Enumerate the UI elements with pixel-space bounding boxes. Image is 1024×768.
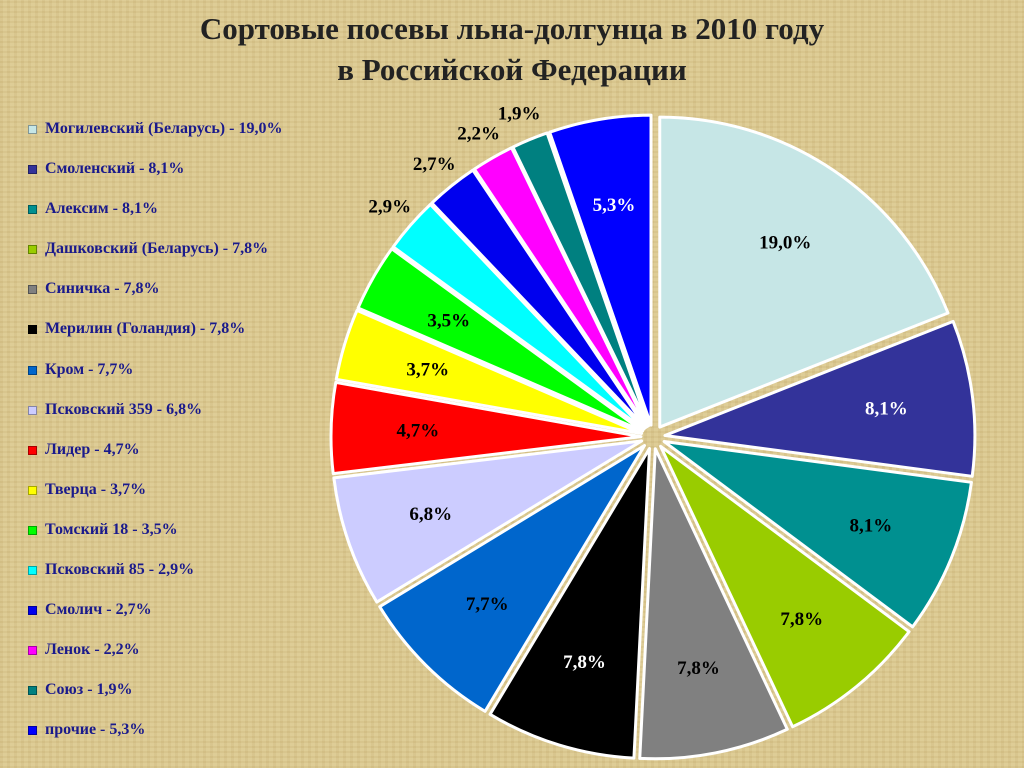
pie-slice xyxy=(638,447,789,761)
chart-title-line-1: Сортовые посевы льна-долгунца в 2010 год… xyxy=(199,11,825,46)
legend-item: Дашковский (Беларусь) - 7,8% xyxy=(28,240,348,280)
pie-slice xyxy=(378,444,647,713)
legend-label: Дашковский (Беларусь) - 7,8% xyxy=(45,240,269,258)
legend-item: Псковский 85 - 2,9% xyxy=(28,561,348,601)
pie-slice xyxy=(334,308,644,436)
legend-label: Синичка - 7,8% xyxy=(45,280,160,298)
legend-label: Мерилин (Голандия) - 7,8% xyxy=(45,320,246,338)
slice-label: 2,9% xyxy=(368,196,411,217)
legend-item: Томский 18 - 3,5% xyxy=(28,521,348,561)
pie-slice xyxy=(511,131,650,428)
legend-swatch xyxy=(28,205,37,215)
pie-slice xyxy=(430,168,647,430)
legend-swatch xyxy=(28,566,37,576)
pie-slice xyxy=(659,444,911,729)
slice-label: 1,9% xyxy=(498,104,541,125)
pie-slice xyxy=(662,440,973,629)
legend-swatch xyxy=(28,325,37,335)
chart-legend: Могилевский (Беларусь) - 19,0% Смоленский… xyxy=(28,120,348,762)
legend-label: Ленок - 2,2% xyxy=(45,641,140,659)
legend-swatch xyxy=(28,646,37,656)
legend-swatch xyxy=(28,245,37,255)
legend-label: Псковский 359 - 6,8% xyxy=(45,400,203,418)
legend-swatch xyxy=(28,445,37,455)
legend-label: Смолич - 2,7% xyxy=(45,601,152,619)
legend-item: Союз - 1,9% xyxy=(28,681,348,721)
legend-swatch xyxy=(28,285,37,295)
slice-label: 8,1% xyxy=(850,516,893,537)
pie-slice xyxy=(472,146,649,429)
legend-item: Лидер - 4,7% xyxy=(28,441,348,481)
legend-label: Томский 18 - 3,5% xyxy=(45,520,178,538)
legend-item: прочие - 5,3% xyxy=(28,721,348,761)
legend-item: Смоленский - 8,1% xyxy=(28,160,348,200)
legend-item: Тверца - 3,7% xyxy=(28,481,348,521)
slice-label: 6,8% xyxy=(409,504,452,525)
legend-item: Могилевский (Беларусь) - 19,0% xyxy=(28,120,348,160)
chart-title: Сортовые посевы льна-долгунца в 2010 год… xyxy=(0,8,1024,90)
legend-swatch xyxy=(28,125,37,134)
slice-label: 4,7% xyxy=(397,420,440,441)
legend-swatch xyxy=(28,485,37,495)
legend-swatch xyxy=(28,686,37,696)
pie-slice xyxy=(548,113,653,427)
legend-swatch xyxy=(28,165,37,175)
legend-item: Ленок - 2,2% xyxy=(28,641,348,681)
slice-label: 7,8% xyxy=(563,652,606,673)
slice-label: 8,1% xyxy=(865,398,908,419)
slice-label: 7,8% xyxy=(780,609,823,630)
slice-label: 5,3% xyxy=(593,195,636,216)
legend-item: Мерилин (Голандия) - 7,8% xyxy=(28,320,348,360)
legend-swatch xyxy=(28,365,37,375)
legend-item: Синичка - 7,8% xyxy=(28,280,348,320)
slice-label: 3,7% xyxy=(406,359,449,380)
legend-label: прочие - 5,3% xyxy=(45,721,146,739)
legend-item: Смолич - 2,7% xyxy=(28,601,348,641)
legend-label: Тверца - 3,7% xyxy=(45,480,147,498)
legend-item: Псковский 359 - 6,8% xyxy=(28,401,348,441)
pie-slice xyxy=(391,202,646,431)
pie-slice xyxy=(658,115,950,429)
legend-item: Алексим - 8,1% xyxy=(28,200,348,240)
legend-label: Лидер - 4,7% xyxy=(45,440,140,458)
pie-slice xyxy=(329,380,643,476)
slice-label: 7,7% xyxy=(466,594,509,615)
slice-label: 3,5% xyxy=(427,311,470,332)
pie-slice xyxy=(356,247,645,433)
legend-label: Смоленский - 8,1% xyxy=(45,160,185,178)
legend-item: Кром - 7,7% xyxy=(28,361,348,401)
legend-swatch xyxy=(28,726,37,736)
legend-swatch xyxy=(28,525,37,535)
legend-label: Союз - 1,9% xyxy=(45,681,133,699)
legend-swatch xyxy=(28,405,37,415)
slice-label: 2,2% xyxy=(457,124,500,145)
slice-label: 19,0% xyxy=(759,233,811,254)
legend-swatch xyxy=(28,606,37,616)
pie-slice xyxy=(332,439,644,604)
legend-label: Псковский 85 - 2,9% xyxy=(45,561,195,579)
legend-label: Кром - 7,7% xyxy=(45,360,134,378)
legend-label: Могилевский (Беларусь) - 19,0% xyxy=(45,120,283,137)
slice-label: 2,7% xyxy=(413,154,456,175)
legend-label: Алексим - 8,1% xyxy=(45,200,158,218)
pie-slice xyxy=(663,319,977,478)
slice-label: 7,8% xyxy=(677,658,720,679)
pie-slice xyxy=(488,446,652,760)
chart-title-line-2: в Российской Федерации xyxy=(337,52,687,87)
